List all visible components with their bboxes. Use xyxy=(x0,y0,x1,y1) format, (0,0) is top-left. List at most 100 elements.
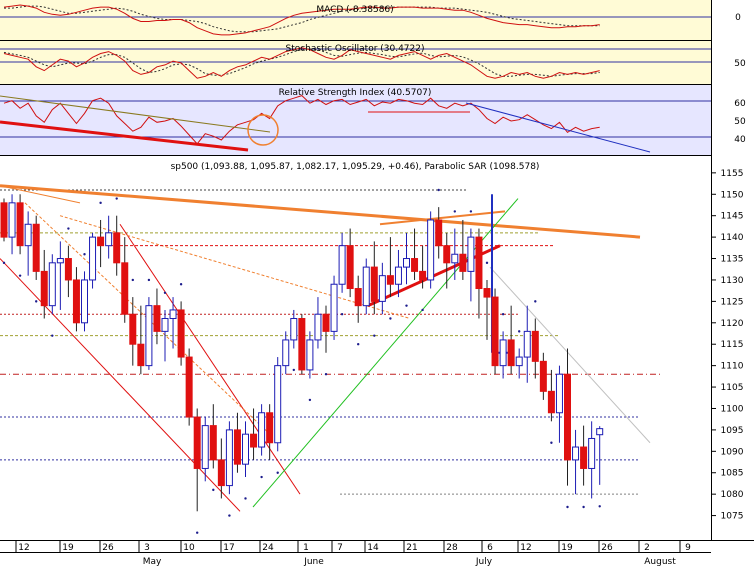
candle-body xyxy=(394,266,402,285)
macd-plot xyxy=(0,4,711,36)
candles-layer xyxy=(0,194,604,512)
candle-body xyxy=(274,365,282,444)
candle-body xyxy=(370,266,378,302)
macd-title: MACD (-8.38586) xyxy=(316,5,393,15)
candle-body xyxy=(507,339,515,367)
rsi-tick-label: 60 xyxy=(734,99,746,109)
x-tick-label: 6 xyxy=(487,543,493,553)
sar-dot xyxy=(324,373,328,376)
y-tick-label: 1075 xyxy=(721,512,744,522)
x-tick-label: 2 xyxy=(644,543,650,553)
x-tick-label: 1 xyxy=(303,543,309,553)
sar-dot xyxy=(212,488,215,492)
sar-dot xyxy=(550,441,553,444)
sar-dot xyxy=(18,274,22,277)
trend-line xyxy=(0,185,81,204)
sar-dot xyxy=(518,330,521,333)
candle-body xyxy=(129,313,137,345)
trend-line xyxy=(489,266,651,444)
y-tick-label: 1115 xyxy=(721,340,744,350)
sar-dot xyxy=(228,514,231,517)
sar-dot xyxy=(340,313,344,316)
sar-dot xyxy=(292,368,295,372)
x-tick-label: 26 xyxy=(102,543,114,553)
candle-body xyxy=(298,318,306,371)
rsi-panel-bg xyxy=(0,85,711,155)
candle-body xyxy=(81,279,88,324)
candle-body xyxy=(459,253,467,272)
candle-body xyxy=(403,258,410,268)
stochastic-tick-label: 50 xyxy=(734,59,746,69)
y-tick-label: 1090 xyxy=(721,447,744,457)
candle-body xyxy=(306,339,314,371)
candle-body xyxy=(113,232,121,264)
sar-dot xyxy=(437,188,440,192)
sar-dot xyxy=(99,201,102,205)
sar-dot xyxy=(453,210,456,213)
x-tick-label: 14 xyxy=(367,543,379,553)
sar-layer xyxy=(2,188,601,534)
candle-body xyxy=(64,258,72,281)
candle-body xyxy=(354,288,362,307)
stochastic-title: Stochastic Oscillator (30.4722) xyxy=(285,44,424,54)
candle-body xyxy=(483,288,491,298)
sar-dot xyxy=(566,505,569,509)
x-tick-label: 19 xyxy=(62,543,74,553)
candle-body xyxy=(266,412,274,444)
macd-line xyxy=(3,4,600,36)
candle-body xyxy=(330,283,338,332)
price-panel-bg xyxy=(0,156,711,539)
sar-dot xyxy=(131,278,134,282)
rsi-tick-label: 50 xyxy=(734,117,746,127)
y-tick-label: 1135 xyxy=(721,255,744,265)
candle-body xyxy=(491,296,499,367)
candle-body xyxy=(233,429,241,465)
y-axis-bg xyxy=(711,0,754,540)
candle-body xyxy=(523,330,531,358)
candle-body xyxy=(169,309,177,320)
sar-dot xyxy=(179,283,183,286)
rsi-trend-line xyxy=(465,102,651,153)
candle-body xyxy=(572,446,580,461)
candle-body xyxy=(89,236,97,281)
sar-dot xyxy=(469,210,473,213)
candle-body xyxy=(145,305,153,367)
sar-dot xyxy=(51,334,54,337)
candle-body xyxy=(564,373,571,461)
x-tick-label: 28 xyxy=(446,543,458,553)
sar-dot xyxy=(2,261,6,265)
candle-body xyxy=(362,266,370,307)
candle-body xyxy=(0,202,8,238)
sar-dot xyxy=(276,471,279,474)
candle-body xyxy=(282,339,290,367)
sar-dot xyxy=(196,531,199,534)
y-tick-label: 1105 xyxy=(721,383,744,393)
sar-dot xyxy=(244,497,247,500)
candle-body xyxy=(499,339,507,367)
candle-body xyxy=(209,425,217,461)
candle-body xyxy=(250,433,258,448)
candle-body xyxy=(8,202,16,238)
candle-body xyxy=(596,428,604,436)
rsi-highlight-circle xyxy=(247,114,279,146)
sar-dot xyxy=(67,227,70,230)
candle-body xyxy=(121,262,129,315)
sar-dot xyxy=(83,253,86,256)
y-tick-label: 1155 xyxy=(721,169,744,179)
x-tick-label: 7 xyxy=(337,543,343,553)
candle-body xyxy=(137,343,145,367)
candle-body xyxy=(97,236,105,247)
rsi-tick-label: 40 xyxy=(734,135,746,145)
x-month-label: May xyxy=(143,557,162,566)
candle-body xyxy=(56,258,64,264)
candle-body xyxy=(258,412,266,448)
candle-body xyxy=(24,223,32,247)
sar-dot xyxy=(421,308,424,312)
candle-body xyxy=(346,245,354,290)
y-tick-label: 1100 xyxy=(721,404,744,414)
x-tick-label: 21 xyxy=(406,543,417,553)
candle-body xyxy=(225,429,233,487)
candle-body xyxy=(72,279,80,324)
candle-body xyxy=(427,219,435,281)
